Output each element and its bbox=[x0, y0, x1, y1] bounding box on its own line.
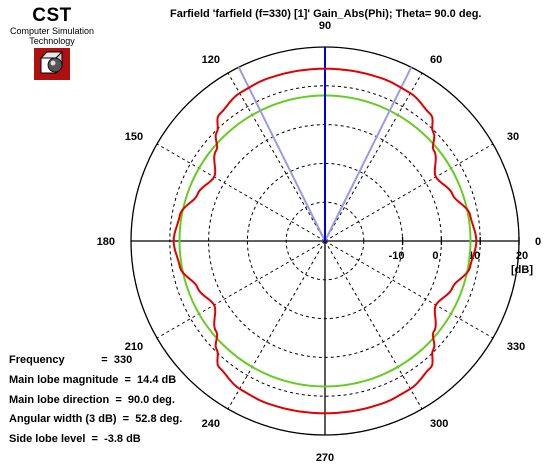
info-panel: Frequency = 330 Main lobe magnitude = 14… bbox=[9, 351, 182, 450]
logo-line-2: Technology bbox=[29, 36, 75, 46]
angle-tick-label: 210 bbox=[125, 341, 143, 353]
main-lobe-magnitude-text: Main lobe magnitude = 14.4 dB bbox=[9, 373, 177, 386]
radial-gridline bbox=[227, 72, 326, 242]
logo-line-1: Computer Simulation bbox=[9, 26, 95, 36]
side-lobe-level-text: Side lobe level = -3.8 dB bbox=[9, 433, 141, 446]
radial-gridline bbox=[227, 240, 326, 410]
angle-tick-label: 150 bbox=[125, 131, 143, 143]
radial-gridline bbox=[156, 143, 326, 242]
cube-icon bbox=[34, 48, 70, 80]
main-lobe-direction-text: Main lobe direction = 90.0 deg. bbox=[9, 393, 175, 406]
logo-brand: CST bbox=[32, 5, 72, 26]
chart-title: Farfield 'farfield (f=330) [1]' Gain_Abs… bbox=[170, 8, 482, 20]
cst-logo: CST Computer Simulation Technology bbox=[6, 6, 98, 85]
angle-tick-label: 120 bbox=[202, 54, 220, 66]
radial-gridline bbox=[324, 240, 423, 410]
radial-tick-label: 0 bbox=[432, 250, 438, 262]
angle-tick-label: 0 bbox=[535, 236, 541, 248]
radial-gridline bbox=[324, 240, 494, 339]
plot-grid bbox=[130, 46, 520, 436]
radial-tick-label: -10 bbox=[389, 250, 405, 262]
angle-tick-label: 300 bbox=[430, 418, 448, 430]
radial-gridline bbox=[156, 240, 326, 339]
angle-tick-label: 60 bbox=[430, 54, 442, 66]
beamwidth-line bbox=[324, 66, 413, 242]
angle-tick-label: 180 bbox=[97, 236, 115, 248]
beamwidth-line bbox=[237, 66, 326, 242]
radial-gridline bbox=[324, 143, 494, 242]
plot-traces bbox=[172, 47, 478, 415]
angular-width-text: Angular width (3 dB) = 52.8 deg. bbox=[9, 413, 183, 426]
angle-tick-label: 30 bbox=[507, 131, 519, 143]
angle-tick-label: 330 bbox=[507, 341, 525, 353]
radial-gridline bbox=[324, 72, 423, 242]
radial-tick-label: 20 bbox=[516, 250, 528, 262]
angle-tick-label: 90 bbox=[319, 20, 331, 32]
unit-label: [dB] bbox=[511, 264, 533, 276]
angle-tick-label: 270 bbox=[316, 452, 334, 464]
frequency-text: Frequency = 330 bbox=[9, 354, 133, 366]
angle-tick-label: 240 bbox=[202, 418, 220, 430]
gain-pattern-series bbox=[172, 67, 478, 415]
